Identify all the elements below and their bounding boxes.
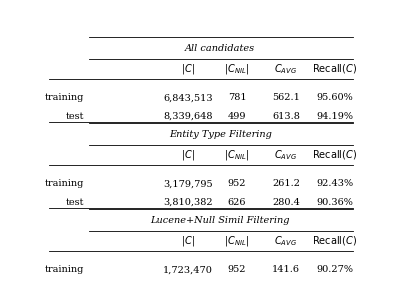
Text: training: training: [45, 265, 84, 274]
Text: $|C|$: $|C|$: [181, 234, 195, 248]
Text: 3,810,382: 3,810,382: [164, 198, 213, 207]
Text: 952: 952: [228, 179, 246, 188]
Text: 261.2: 261.2: [272, 179, 300, 188]
Text: 613.8: 613.8: [272, 112, 300, 121]
Text: 94.19%: 94.19%: [316, 112, 353, 121]
Text: 280.4: 280.4: [272, 198, 300, 207]
Text: $|C|$: $|C|$: [181, 148, 195, 162]
Text: $C_{AVG}$: $C_{AVG}$: [274, 62, 297, 76]
Text: test: test: [66, 198, 84, 207]
Text: 499: 499: [228, 112, 246, 121]
Text: 1,723,470: 1,723,470: [163, 265, 213, 274]
Text: test: test: [66, 112, 84, 121]
Text: training: training: [45, 93, 84, 102]
Text: $|C_{NIL}|$: $|C_{NIL}|$: [225, 234, 250, 248]
Text: 90.36%: 90.36%: [316, 198, 353, 207]
Text: $|C|$: $|C|$: [181, 62, 195, 76]
Text: $\mathrm{Recall}(C)$: $\mathrm{Recall}(C)$: [312, 234, 357, 247]
Text: 626: 626: [228, 198, 246, 207]
Text: 6,843,513: 6,843,513: [164, 93, 213, 102]
Text: 562.1: 562.1: [272, 93, 300, 102]
Text: 8,339,648: 8,339,648: [164, 112, 213, 121]
Text: $|C_{NIL}|$: $|C_{NIL}|$: [225, 148, 250, 162]
Text: 3,179,795: 3,179,795: [164, 179, 213, 188]
Text: 92.43%: 92.43%: [316, 179, 353, 188]
Text: training: training: [45, 179, 84, 188]
Text: 90.27%: 90.27%: [316, 265, 353, 274]
Text: $C_{AVG}$: $C_{AVG}$: [274, 148, 297, 162]
Text: All candidates: All candidates: [185, 44, 255, 53]
Text: 141.6: 141.6: [272, 265, 300, 274]
Text: $\mathrm{Recall}(C)$: $\mathrm{Recall}(C)$: [312, 148, 357, 161]
Text: $|C_{NIL}|$: $|C_{NIL}|$: [225, 62, 250, 76]
Text: Entity Type Filtering: Entity Type Filtering: [169, 130, 272, 139]
Text: 95.60%: 95.60%: [316, 93, 353, 102]
Text: 952: 952: [228, 265, 246, 274]
Text: $C_{AVG}$: $C_{AVG}$: [274, 234, 297, 248]
Text: $\mathrm{Recall}(C)$: $\mathrm{Recall}(C)$: [312, 63, 357, 76]
Text: 781: 781: [228, 93, 246, 102]
Text: Lucene+Null Simil Filtering: Lucene+Null Simil Filtering: [151, 216, 290, 225]
